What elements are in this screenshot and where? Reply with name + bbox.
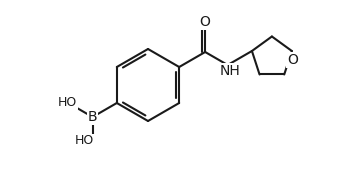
Text: HO: HO	[75, 135, 94, 148]
Text: B: B	[88, 110, 97, 124]
Text: O: O	[287, 53, 298, 67]
Text: HO: HO	[58, 96, 77, 109]
Text: NH: NH	[219, 64, 240, 78]
Text: O: O	[200, 15, 211, 29]
